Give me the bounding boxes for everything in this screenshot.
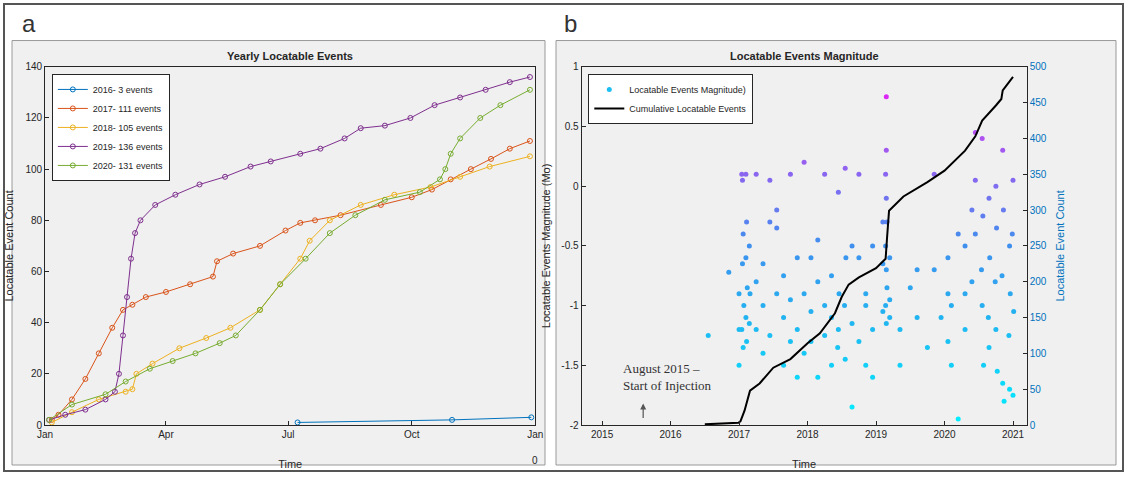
svg-text:2015: 2015 bbox=[591, 429, 614, 440]
svg-text:-0.5: -0.5 bbox=[561, 240, 579, 251]
svg-text:450: 450 bbox=[1030, 97, 1047, 108]
svg-text:140: 140 bbox=[25, 61, 42, 72]
svg-text:2017- 111 events: 2017- 111 events bbox=[93, 104, 162, 114]
svg-text:Time: Time bbox=[792, 458, 816, 470]
svg-text:Locatable Events Magnitude (Mo: Locatable Events Magnitude (Mo) bbox=[540, 164, 552, 328]
svg-text:2016: 2016 bbox=[659, 429, 682, 440]
svg-text:Oct: Oct bbox=[404, 429, 420, 440]
svg-text:a: a bbox=[22, 10, 36, 37]
svg-text:2020- 131 events: 2020- 131 events bbox=[93, 161, 163, 171]
svg-text:250: 250 bbox=[1030, 240, 1047, 251]
svg-text:40: 40 bbox=[31, 317, 43, 328]
svg-text:0: 0 bbox=[532, 455, 538, 466]
svg-text:50: 50 bbox=[1030, 384, 1042, 395]
svg-text:2018- 105 events: 2018- 105 events bbox=[93, 123, 163, 133]
svg-text:Locatable Event Count: Locatable Event Count bbox=[3, 190, 15, 301]
svg-text:-1.5: -1.5 bbox=[561, 360, 579, 371]
svg-text:1: 1 bbox=[573, 61, 579, 72]
svg-text:0: 0 bbox=[1030, 420, 1036, 431]
svg-text:80: 80 bbox=[31, 215, 43, 226]
svg-text:Yearly Locatable Events: Yearly Locatable Events bbox=[227, 50, 353, 62]
svg-text:0.5: 0.5 bbox=[565, 121, 579, 132]
svg-text:0: 0 bbox=[37, 420, 43, 431]
svg-text:2020: 2020 bbox=[933, 429, 956, 440]
svg-text:2017: 2017 bbox=[728, 429, 751, 440]
svg-text:150: 150 bbox=[1030, 312, 1047, 323]
svg-text:200: 200 bbox=[1030, 276, 1047, 287]
svg-text:Jan: Jan bbox=[37, 429, 53, 440]
svg-text:350: 350 bbox=[1030, 169, 1047, 180]
svg-text:Locatable Event Count: Locatable Event Count bbox=[1054, 190, 1066, 301]
svg-text:Jul: Jul bbox=[282, 429, 295, 440]
svg-text:-2: -2 bbox=[570, 420, 579, 431]
svg-text:20: 20 bbox=[31, 368, 43, 379]
svg-text:120: 120 bbox=[25, 112, 42, 123]
svg-text:100: 100 bbox=[1030, 348, 1047, 359]
svg-text:60: 60 bbox=[31, 266, 43, 277]
svg-text:2018: 2018 bbox=[796, 429, 819, 440]
svg-text:August 2015 –Start of Injectio: August 2015 –Start of Injection bbox=[623, 361, 712, 393]
svg-text:300: 300 bbox=[1030, 205, 1047, 216]
svg-text:100: 100 bbox=[25, 164, 42, 175]
svg-text:Jan: Jan bbox=[527, 429, 543, 440]
svg-text:-1: -1 bbox=[570, 300, 579, 311]
svg-text:b: b bbox=[564, 10, 577, 37]
svg-text:Cumulative Locatable Events: Cumulative Locatable Events bbox=[629, 104, 746, 114]
svg-text:Locatable Events Magnitude): Locatable Events Magnitude) bbox=[629, 85, 746, 95]
svg-text:500: 500 bbox=[1030, 61, 1047, 72]
svg-text:Locatable Events Magnitude: Locatable Events Magnitude bbox=[730, 50, 879, 62]
svg-text:2019- 136 events: 2019- 136 events bbox=[93, 142, 163, 152]
svg-text:400: 400 bbox=[1030, 133, 1047, 144]
svg-text:Apr: Apr bbox=[158, 429, 174, 440]
svg-text:Time: Time bbox=[278, 458, 302, 470]
svg-text:2016- 3 events: 2016- 3 events bbox=[93, 85, 153, 95]
svg-text:0: 0 bbox=[573, 181, 579, 192]
svg-text:2021: 2021 bbox=[1002, 429, 1025, 440]
svg-text:2019: 2019 bbox=[865, 429, 888, 440]
